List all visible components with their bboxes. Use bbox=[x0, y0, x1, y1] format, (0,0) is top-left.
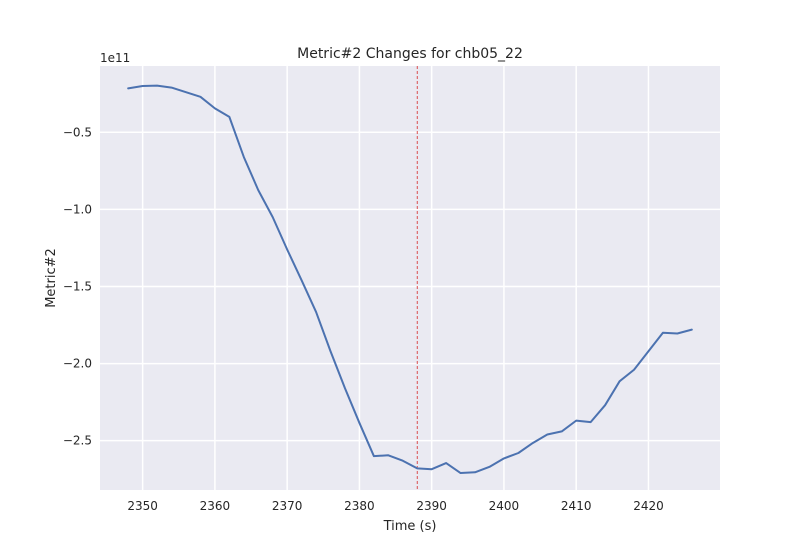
x-tick-label: 2390 bbox=[416, 499, 447, 513]
y-tick-labels: −0.5 −1.0 −1.5 −2.0 −2.5 bbox=[63, 125, 92, 447]
x-tick-label: 2360 bbox=[200, 499, 231, 513]
series-line bbox=[127, 84, 693, 475]
plot-background bbox=[100, 66, 720, 490]
y-tick-label: −1.0 bbox=[63, 202, 92, 216]
y-tick-label: −2.5 bbox=[63, 434, 92, 448]
y-tick-label: −1.5 bbox=[63, 279, 92, 293]
x-tick-label: 2350 bbox=[127, 499, 158, 513]
x-tick-label: 2380 bbox=[344, 499, 375, 513]
x-tick-label: 2400 bbox=[489, 499, 520, 513]
chart-title: Metric#2 Changes for chb05_22 bbox=[297, 46, 523, 62]
x-tick-label: 2420 bbox=[633, 499, 664, 513]
x-tick-label: 2370 bbox=[272, 499, 303, 513]
y-tick-label: −0.5 bbox=[63, 125, 92, 139]
series-group bbox=[127, 84, 693, 475]
y-tick-label: −2.0 bbox=[63, 357, 92, 371]
x-tick-labels: 2350 2360 2370 2380 2390 2400 2410 2420 bbox=[127, 499, 663, 513]
grid-lines bbox=[100, 66, 720, 490]
x-axis-label: Time (s) bbox=[383, 519, 437, 534]
y-axis-label: Metric#2 bbox=[44, 248, 59, 308]
y-scale-label: 1e11 bbox=[100, 51, 130, 65]
x-tick-label: 2410 bbox=[561, 499, 592, 513]
